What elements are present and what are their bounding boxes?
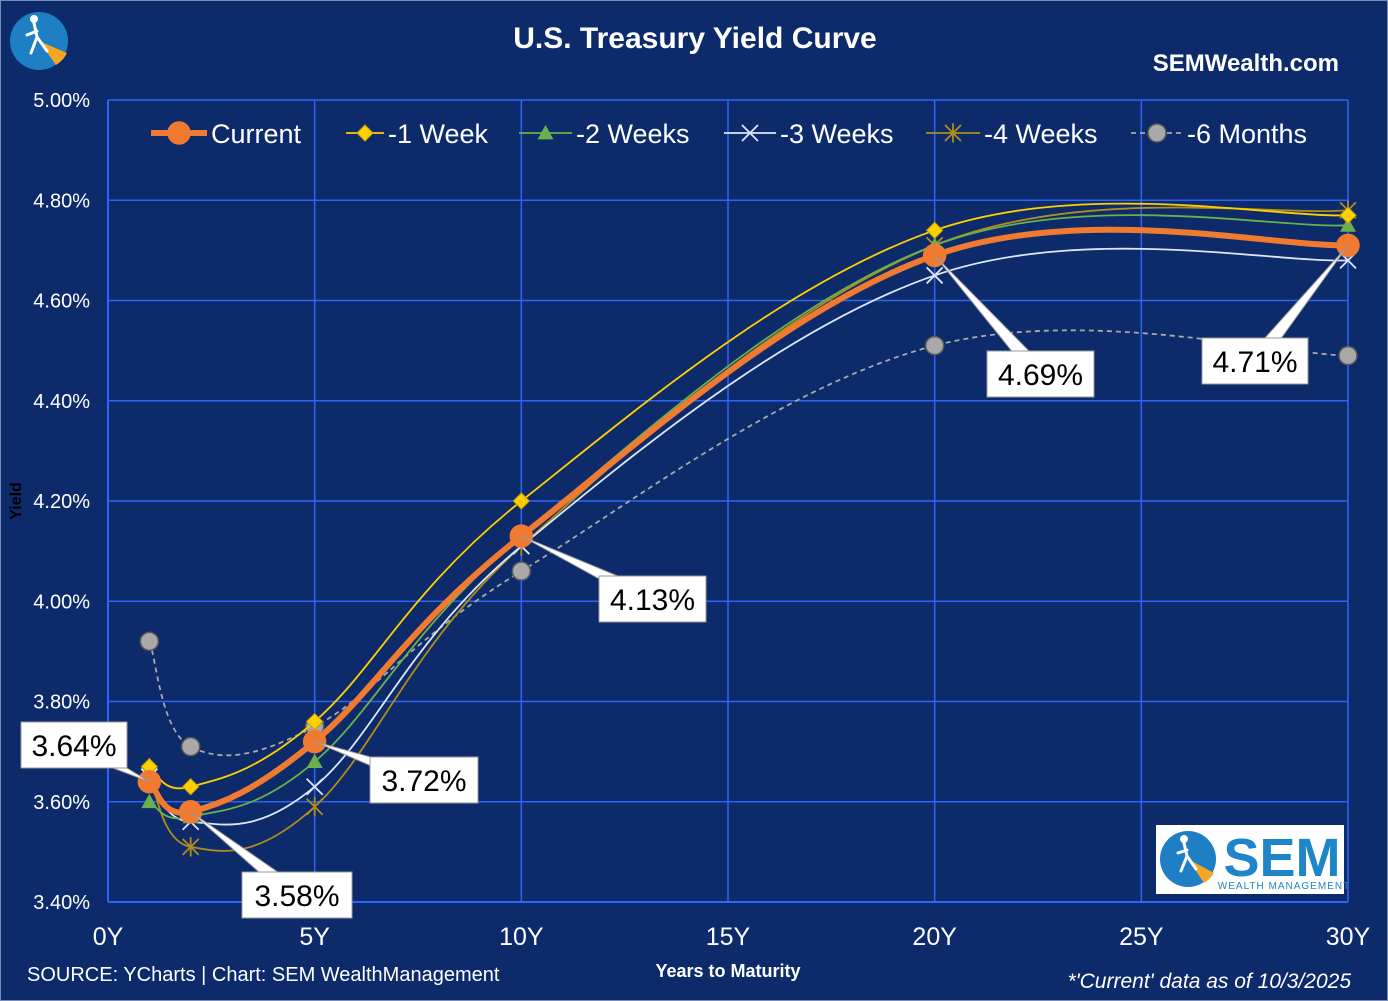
y-tick-label: 4.00% [33,591,90,613]
callout-label: 3.58% [254,880,339,913]
y-tick-label: 5.00% [33,90,90,112]
series-line-6-months [148,329,1349,757]
as-of-note: *'Current' data as of 10/3/2025 [1067,970,1351,993]
series-line-3-weeks [148,247,1349,826]
callout-box [598,575,707,623]
sem-logo-subtext: WEALTH MANAGEMENT [1218,881,1350,892]
data-point-6-months [924,335,945,356]
legend-marker-3-weeks [741,124,759,142]
legend-marker-current [167,121,191,145]
x-tick-label: 25Y [1119,923,1164,951]
legend-marker-4-weeks [944,123,962,143]
sem-logo-text: SEM [1223,828,1340,888]
data-point-3-weeks [926,266,944,285]
data-point-1-week [1339,206,1357,224]
callout-label: 4.71% [1212,346,1297,379]
y-tick-label: 4.80% [33,190,90,212]
data-point-2-weeks [306,753,323,769]
callout-label: 3.72% [381,765,466,798]
site-url[interactable]: SEMWealth.com [1153,50,1339,77]
data-point-1-week [181,778,200,796]
legend-label-1-week: -1 Week [388,119,489,149]
x-tick-label: 30Y [1326,923,1371,951]
data-point-2-weeks [141,793,158,809]
data-point-2-weeks [1340,217,1356,232]
data-point-1-week [512,492,531,510]
sem-logo-icon [1160,831,1216,887]
source-note: SOURCE: YCharts | Chart: SEM WealthManag… [27,964,500,986]
plot-area: 3.40% 3.60% 3.80% 4.00% 4.20% 4.40% 4.60% 4.80%… [20,90,1371,951]
data-point-4-weeks [182,837,200,857]
series-line-4-weeks [148,206,1349,852]
callout-label: 4.69% [998,359,1083,392]
y-tick-label: 3.60% [33,792,90,814]
chart-title: U.S. Treasury Yield Curve [513,22,877,55]
x-tick-label: 5Y [299,923,330,951]
y-tick-label: 3.40% [33,892,90,914]
data-point-6-months [1338,345,1358,366]
y-tick-label: 3.80% [33,692,90,714]
legend-label-4-weeks: -4 Weeks [984,119,1098,149]
brand-logo-icon [10,12,68,70]
callout-label: 4.13% [610,584,695,617]
x-tick-label: 0Y [93,923,124,951]
callout-box [369,756,479,804]
y-tick-label: 4.40% [33,391,90,413]
y-tick-label: 4.20% [33,491,90,513]
legend-marker-6-months [1147,123,1167,143]
data-point-1-week [925,221,944,240]
callout-box [241,871,353,919]
data-point-1-week [305,712,324,731]
x-tick-label: 20Y [912,923,957,951]
y-tick-label: 4.60% [33,291,90,313]
sem-logo: SEM WEALTH MANAGEMENT [1156,825,1350,894]
data-point-6-months [511,561,532,581]
series-line-current [147,226,1349,816]
legend-label-3-weeks: -3 Weeks [780,119,894,149]
callout-box [20,721,128,769]
data-point-3-weeks [306,778,324,796]
data-point-6-months [139,631,160,652]
series-line-1-week [148,202,1349,790]
data-point-6-months [180,736,201,757]
legend-marker-2-weeks [537,125,554,140]
data-point-4-weeks [306,797,324,817]
callout-box [986,350,1095,398]
y-axis-label: Yield [8,482,25,520]
x-axis-label: Years to Maturity [655,961,800,981]
legend-label-2-weeks: -2 Weeks [576,119,690,149]
legend-label-current: Current [211,119,302,149]
x-tick-label: 10Y [499,923,544,951]
callout-label: 3.64% [31,730,116,763]
legend-marker-1-week [356,124,374,142]
legend-label-6-months: -6 Months [1187,119,1307,149]
callout-box [1201,337,1309,385]
x-tick-label: 15Y [706,923,751,951]
